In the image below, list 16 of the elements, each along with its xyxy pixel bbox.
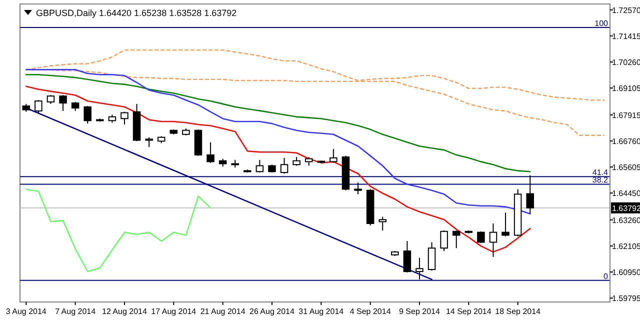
x-tick-label: 7 Aug 2014 — [55, 307, 96, 316]
x-tick-label: 14 Sep 2014 — [446, 307, 492, 316]
annotation: 0 — [604, 272, 609, 281]
x-tick-label: 18 Sep 2014 — [495, 307, 542, 316]
x-tick-label: 21 Aug 2014 — [200, 307, 246, 316]
annotation: 38.2 — [592, 176, 609, 185]
annotation: 100 — [594, 18, 609, 28]
x-tick-label: 31 Aug 2014 — [298, 307, 344, 316]
x-tick-label: 4 Sep 2014 — [350, 307, 392, 316]
x-tick-label: 17 Aug 2014 — [151, 307, 197, 316]
text: GBPUSD,Daily 1.64420 1.65238 1.63528 1.63792 — [36, 8, 237, 18]
x-tick-label: 3 Aug 2014 — [6, 307, 47, 316]
x-tick-label: 9 Sep 2014 — [399, 307, 440, 316]
annotation: 41.4 — [592, 168, 609, 178]
x-tick-label: 26 Aug 2014 — [250, 307, 295, 316]
x-tick-label: 12 Aug 2014 — [102, 307, 148, 316]
